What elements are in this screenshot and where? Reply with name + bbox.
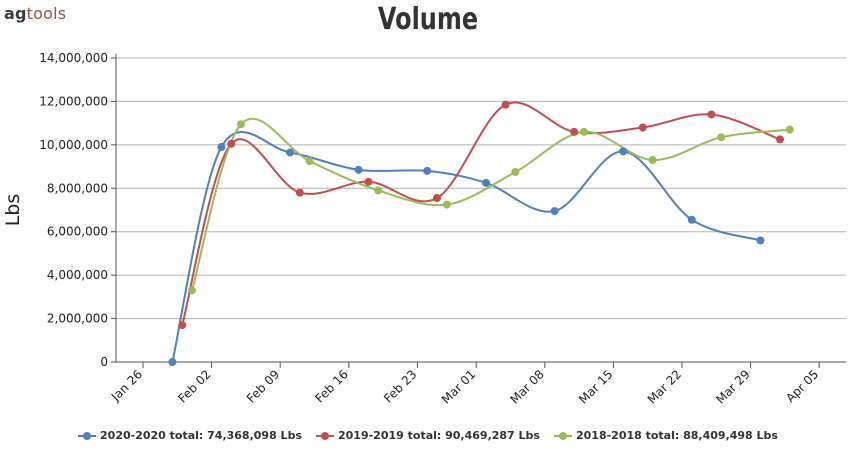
x-tick-label: Feb 23 [381, 367, 419, 405]
series-1-point [168, 358, 177, 366]
series-1-point [619, 147, 628, 156]
series-1-point [286, 148, 294, 157]
legend-item-1[interactable]: 2020-2020 total: 74,368,098 Lbs [78, 429, 302, 442]
x-tick-label: Feb 09 [244, 367, 282, 405]
series-2-point [295, 188, 304, 197]
series-1-point [217, 143, 226, 152]
legend-swatch [78, 431, 97, 441]
series-3-point [580, 127, 588, 136]
x-tick-label: Mar 22 [645, 367, 684, 406]
series-2-point [707, 110, 716, 119]
series-3-point [374, 186, 383, 195]
series-line-3 [191, 117, 790, 291]
series-1-point [354, 165, 363, 174]
series-1-point [550, 207, 559, 216]
series-3-point [237, 120, 245, 129]
x-tick-label: Mar 29 [713, 367, 752, 406]
series-2-point [433, 194, 441, 203]
y-tick-label: 2,000,000 [47, 312, 108, 326]
series-line-2 [181, 101, 781, 326]
logo-text-bold: ag [4, 4, 27, 23]
series-1-point [756, 236, 765, 245]
y-axis-label: Lbs [2, 194, 24, 227]
y-tick-label: 10,000,000 [39, 138, 108, 152]
y-tick-label: 14,000,000 [39, 51, 108, 65]
series-line-1 [171, 131, 761, 363]
series-2-point [227, 139, 236, 148]
x-tick-label: Feb 16 [312, 367, 350, 405]
series-1-point [482, 178, 490, 187]
y-tick-label: 12,000,000 [39, 94, 108, 108]
legend-item-2[interactable]: 2019-2019 total: 90,469,287 Lbs [316, 429, 540, 442]
series-3-point [648, 156, 657, 165]
x-tick-label: Feb 02 [175, 367, 213, 405]
legend-label: 2018-2018 total: 88,409,498 Lbs [575, 429, 778, 442]
legend-label: 2019-2019 total: 90,469,287 Lbs [338, 429, 540, 442]
x-tick-label: Apr 05 [783, 367, 821, 405]
legend-item-3[interactable]: 2018-2018 total: 88,409,498 Lbs [553, 429, 778, 442]
series-1-point [687, 215, 696, 224]
logo-text-rest: tools [26, 4, 67, 23]
series-2-point [178, 321, 187, 330]
legend-label: 2020-2020 total: 74,368,098 Lbs [100, 429, 302, 442]
x-tick-label: Mar 15 [576, 367, 615, 406]
series-3-point [188, 286, 196, 295]
series-3-point [717, 133, 726, 142]
chart-legend: 2020-2020 total: 74,368,098 Lbs 2019-2019… [0, 429, 856, 442]
agtools-logo[interactable]: agtools [4, 4, 66, 23]
y-tick-label: 4,000,000 [47, 268, 108, 282]
series-1-point [423, 166, 432, 175]
series-2-point [364, 177, 373, 186]
series-3-point [511, 168, 520, 176]
chart-title: Volume [377, 2, 479, 37]
series-2-point [638, 123, 647, 132]
series-3-point [785, 125, 794, 134]
series-3-point [305, 157, 314, 166]
y-tick-label: 8,000,000 [47, 181, 108, 195]
y-tick-label: 0 [100, 355, 108, 369]
legend-swatch [553, 431, 572, 441]
series-3-point [442, 200, 451, 209]
series-2-point [776, 135, 784, 144]
y-tick-label: 6,000,000 [47, 225, 108, 239]
series-2-point [501, 100, 510, 109]
series-2-point [570, 127, 579, 136]
x-tick-label: Mar 08 [508, 367, 547, 406]
x-tick-label: Mar 01 [439, 367, 478, 406]
legend-swatch [316, 431, 334, 441]
x-tick-label: Jan 26 [108, 367, 145, 404]
